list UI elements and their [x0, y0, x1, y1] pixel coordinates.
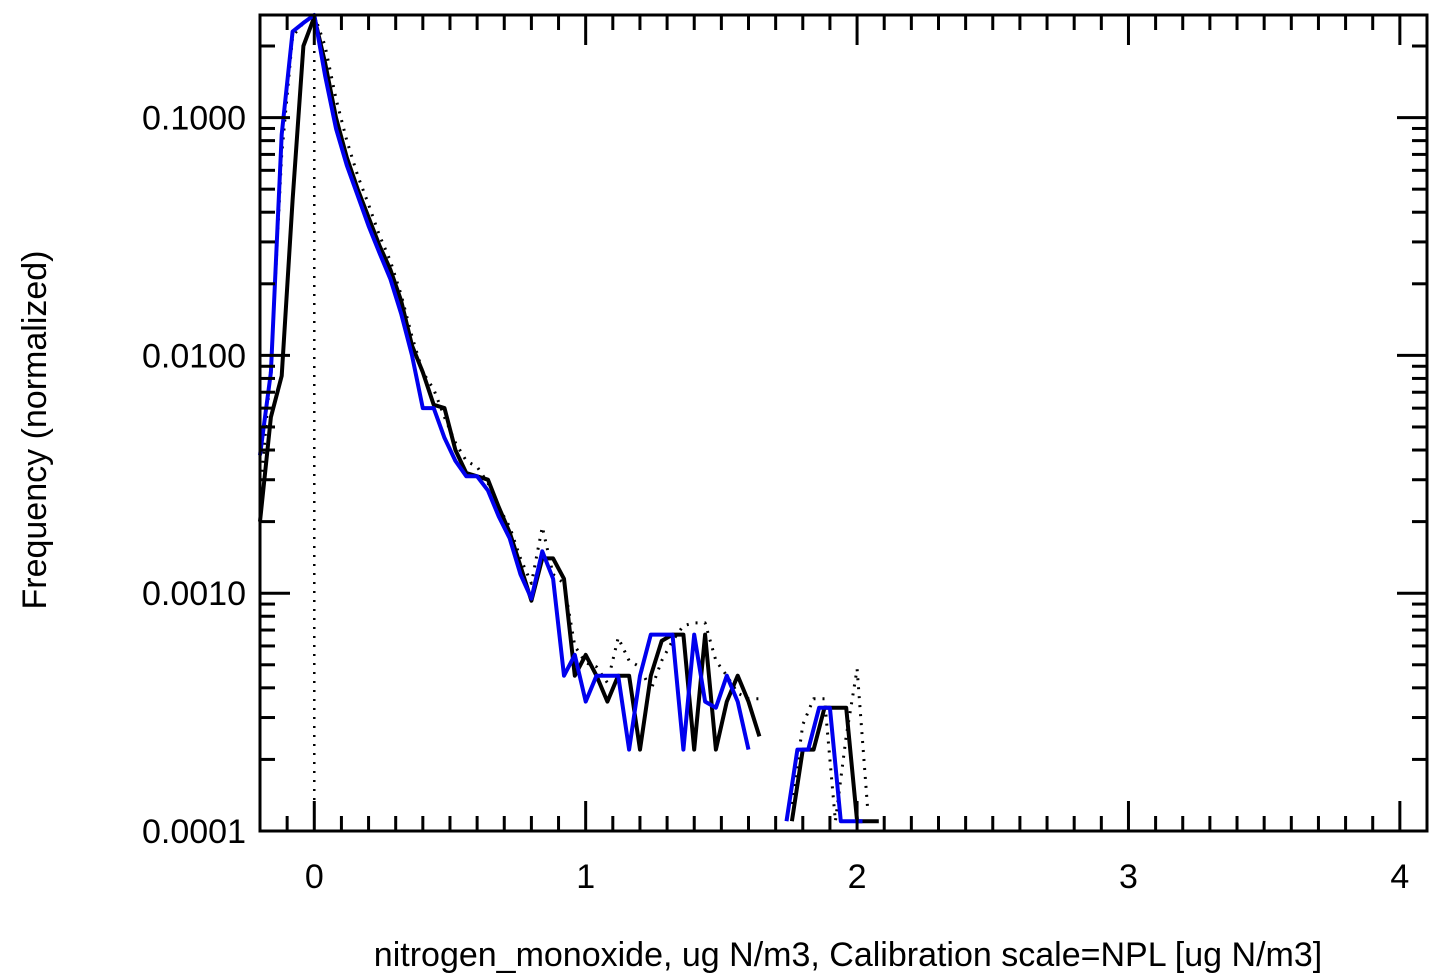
- x-tick-label: 4: [1390, 858, 1409, 896]
- series-3-line: [784, 705, 863, 824]
- x-tick-label: 0: [305, 858, 324, 896]
- y-axis-title: Frequency (normalized): [16, 250, 54, 609]
- x-tick-label: 1: [576, 858, 595, 896]
- y-tick-label: 0.1000: [142, 100, 246, 138]
- y-tick-label: 0.0001: [142, 813, 246, 851]
- x-tick-label: 2: [848, 858, 867, 896]
- y-tick-label: 0.0010: [142, 575, 246, 613]
- y-tick-label: 0.0100: [142, 337, 246, 375]
- series-1-line: [790, 667, 870, 823]
- x-axis-title: nitrogen_monoxide, ug N/m3, Calibration …: [374, 936, 1322, 974]
- plot-frame: [258, 13, 1429, 833]
- series-3-line: [258, 13, 751, 752]
- series-layer: [258, 13, 879, 824]
- series-2-line: [258, 14, 762, 752]
- ticks-layer: 0 1 2 3 4 0.0001 0.0010 0.0100 0.1000: [142, 15, 1429, 896]
- x-tick-label: 3: [1119, 858, 1138, 896]
